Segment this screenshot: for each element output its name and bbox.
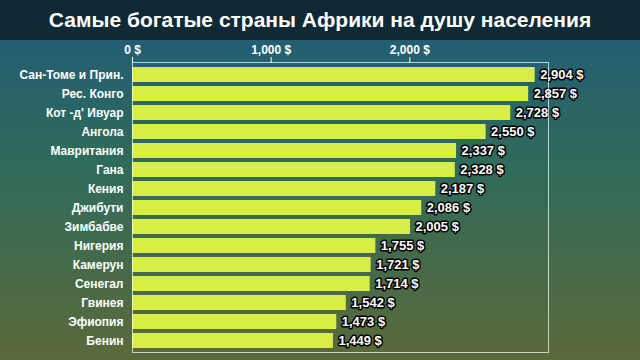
svg-text:1,755 $: 1,755 $	[381, 238, 425, 253]
svg-text:Эфиопия: Эфиопия	[68, 315, 123, 329]
svg-text:Камерун: Камерун	[73, 258, 124, 272]
svg-text:Гвинея: Гвинея	[81, 296, 123, 310]
svg-text:1,714 $: 1,714 $	[375, 276, 419, 291]
svg-text:1,000 $: 1,000 $	[251, 43, 291, 57]
svg-text:1,721 $: 1,721 $	[376, 257, 420, 272]
svg-text:2,086 $: 2,086 $	[427, 200, 471, 215]
svg-text:2,550 $: 2,550 $	[491, 124, 535, 139]
svg-text:2,000 $: 2,000 $	[390, 43, 430, 57]
svg-text:2,187 $: 2,187 $	[441, 181, 485, 196]
svg-text:Джибути: Джибути	[72, 201, 124, 215]
svg-text:1,449 $: 1,449 $	[338, 333, 382, 348]
svg-text:Кения: Кения	[88, 182, 124, 196]
svg-text:Ангола: Ангола	[81, 125, 123, 139]
svg-text:2,337 $: 2,337 $	[462, 143, 506, 158]
svg-text:Сенегал: Сенегал	[75, 277, 124, 291]
svg-text:Кот -д' Ивуар: Кот -д' Ивуар	[46, 106, 124, 120]
html-text:Самые богатые страны Африки на: Самые богатые страны Африки на душу насе…	[48, 8, 592, 31]
svg-text:Рес. Конго: Рес. Конго	[62, 87, 124, 101]
svg-text:2,005 $: 2,005 $	[416, 219, 460, 234]
svg-text:Нигерия: Нигерия	[74, 239, 123, 253]
svg-text:1,542 $: 1,542 $	[351, 295, 395, 310]
svg-text:1,473 $: 1,473 $	[342, 314, 386, 329]
svg-text:2,904 $: 2,904 $	[540, 67, 584, 82]
svg-text:Зимбабве: Зимбабве	[64, 220, 123, 234]
svg-text:Бенин: Бенин	[86, 334, 123, 348]
svg-text:Гана: Гана	[96, 163, 124, 177]
svg-text:2,728 $: 2,728 $	[516, 105, 560, 120]
svg-text:Мавритания: Мавритания	[50, 144, 123, 158]
svg-text:Сан-Томе и Прин.: Сан-Томе и Прин.	[20, 68, 124, 82]
svg-text:2,857 $: 2,857 $	[534, 86, 578, 101]
svg-text:2,328 $: 2,328 $	[460, 162, 504, 177]
svg-text:0 $: 0 $	[124, 43, 141, 57]
